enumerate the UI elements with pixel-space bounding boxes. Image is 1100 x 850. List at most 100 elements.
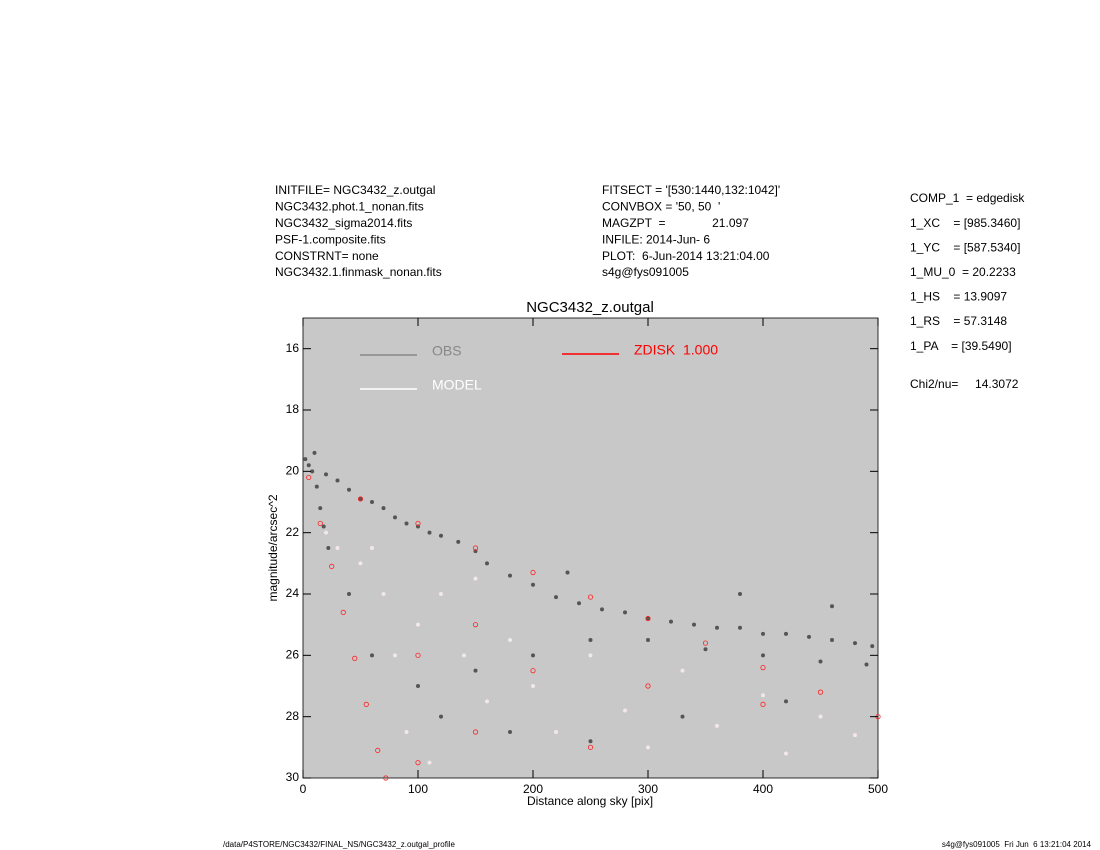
point (830, 638, 834, 642)
point (439, 714, 443, 719)
header-line: NGC3432_sigma2014.fits (275, 216, 412, 230)
point (853, 641, 857, 646)
point (363, 701, 369, 708)
point (335, 478, 340, 483)
point (508, 638, 512, 642)
y-tick-label: 28 (286, 709, 300, 723)
point (303, 457, 308, 462)
point (314, 484, 319, 489)
point (329, 563, 335, 570)
y-tick-label: 22 (286, 525, 300, 539)
parameter: 1_RS = 57.3148 (910, 314, 1007, 328)
point (645, 615, 651, 622)
point (817, 689, 824, 695)
point (358, 561, 363, 566)
point (531, 653, 535, 658)
point (473, 668, 478, 673)
parameter: COMP_1 = edgedisk (910, 191, 1025, 205)
point (830, 604, 834, 609)
header-line: s4g@fys091005 (602, 265, 689, 279)
point (485, 699, 489, 704)
parameter: 1_HS = 13.9097 (910, 290, 1007, 304)
x-axis-label: Distance along sky [pix] (527, 794, 653, 808)
point (358, 496, 363, 501)
point (530, 668, 536, 674)
point (472, 729, 479, 735)
point (370, 546, 374, 550)
point (784, 751, 788, 756)
header-line: MAGZPT = 21.097 (602, 216, 749, 230)
x-tick-label: 400 (753, 782, 773, 796)
point (554, 730, 558, 734)
point (381, 506, 386, 511)
point (818, 714, 823, 719)
point (715, 723, 719, 728)
y-tick-label: 24 (286, 586, 300, 600)
point (335, 546, 340, 550)
point (310, 469, 315, 474)
point (577, 601, 581, 606)
point (473, 576, 478, 581)
header-line: CONSTRNT= none (275, 249, 379, 263)
point (623, 708, 627, 713)
header-line: PLOT: 6-Jun-2014 13:21:04.00 (602, 249, 770, 263)
point (415, 760, 421, 766)
point (554, 595, 558, 600)
point (870, 644, 875, 649)
point (703, 647, 708, 652)
point (416, 684, 420, 688)
point (761, 653, 765, 658)
point (485, 561, 489, 566)
parameter: 1_YC = [587.5340] (910, 240, 1020, 254)
point (623, 610, 627, 615)
point (588, 653, 593, 658)
point (415, 520, 421, 527)
point (415, 652, 421, 658)
point (427, 760, 432, 765)
point (761, 693, 765, 698)
point (317, 520, 323, 527)
point (669, 619, 673, 624)
point (321, 524, 326, 529)
point (404, 730, 409, 734)
point (439, 533, 443, 538)
point (531, 582, 535, 587)
point (318, 506, 323, 511)
point (370, 653, 374, 658)
point (818, 659, 823, 664)
point (807, 634, 811, 639)
y-tick-label: 20 (286, 464, 300, 478)
point (565, 570, 570, 575)
x-tick-label: 200 (523, 782, 543, 796)
header-line: INITFILE= NGC3432_z.outgal (275, 183, 435, 197)
point (508, 573, 512, 578)
footer-stamp: s4g@fys091005 Fri Jun 6 13:21:04 2014 (942, 840, 1092, 849)
point (588, 638, 593, 642)
legend-label: OBS (432, 343, 462, 359)
footer-path: /data/P4STORE/NGC3432/FINAL_NS/NGC3432_z… (223, 840, 456, 849)
header-line: FITSECT = '[530:1440,132:1042]' (602, 183, 780, 197)
plot-area (302, 317, 879, 779)
point (530, 569, 536, 576)
parameter: 1_PA = [39.5490] (910, 339, 1012, 353)
point (326, 546, 331, 550)
header-line: PSF-1.composite.fits (275, 232, 386, 246)
x-tick-label: 500 (868, 782, 888, 796)
point (853, 733, 857, 738)
point (645, 683, 651, 689)
point (462, 653, 466, 658)
point (760, 664, 766, 671)
y-tick-label: 30 (286, 770, 300, 784)
point (472, 622, 479, 628)
x-tick-label: 300 (638, 782, 658, 796)
point (715, 625, 719, 630)
point (416, 622, 420, 627)
point (381, 592, 386, 596)
y-tick-label: 26 (286, 648, 300, 662)
point (508, 730, 512, 734)
point (702, 640, 709, 646)
y-tick-label: 18 (286, 402, 300, 416)
x-tick-label: 0 (300, 782, 307, 796)
